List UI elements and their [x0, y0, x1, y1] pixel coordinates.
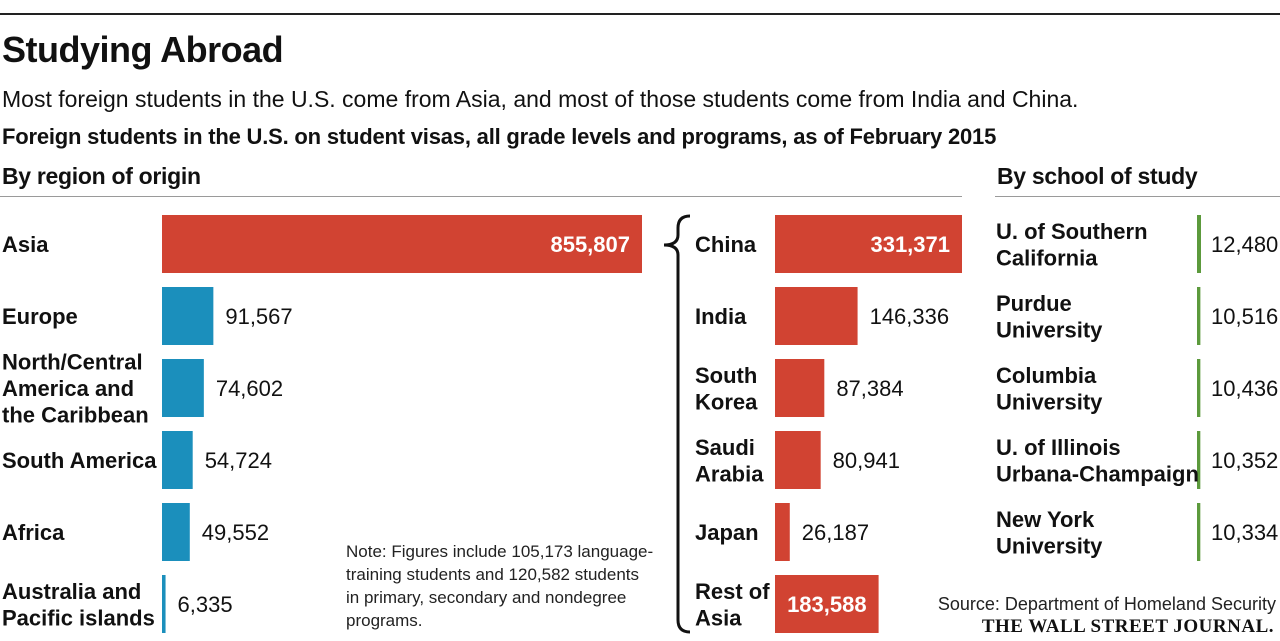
- region-bar: [162, 503, 190, 561]
- chart-title: Studying Abroad: [2, 29, 284, 70]
- region-bar: [162, 287, 214, 345]
- region-bar: [162, 359, 204, 417]
- school-value-label: 10,352: [1211, 448, 1278, 473]
- region-label: Europe: [2, 304, 78, 329]
- asia-country-bar: [775, 287, 858, 345]
- region-label: Africa: [2, 520, 65, 545]
- school-value-label: 10,334: [1211, 520, 1278, 545]
- school-label: U. of Illinois Urbana-Champaign: [996, 435, 1199, 487]
- source-note: Source: Department of Homeland Security: [937, 594, 1276, 614]
- asia-country-bar: [775, 359, 825, 417]
- region-label: South America: [2, 448, 157, 473]
- region-section-heading: By region of origin: [2, 163, 201, 189]
- asia-country-bar: [775, 431, 821, 489]
- school-heading-rule: [995, 196, 1280, 197]
- asia-country-label: India: [695, 304, 747, 329]
- asia-country-bar: [775, 575, 879, 633]
- school-bar: [1197, 503, 1201, 561]
- region-value-label: 855,807: [550, 232, 630, 257]
- region-bar: [162, 575, 166, 633]
- asia-country-value-label: 146,336: [870, 304, 950, 329]
- asia-country-label: China: [695, 232, 757, 257]
- asia-country-bar: [775, 215, 962, 273]
- region-label: Australia and Pacific islands: [2, 579, 155, 631]
- region-value-label: 74,602: [216, 376, 283, 401]
- school-label: Purdue University: [996, 291, 1103, 343]
- region-label: Asia: [2, 232, 49, 257]
- school-value-label: 10,516: [1211, 304, 1278, 329]
- chart-subtitle: Most foreign students in the U.S. come f…: [2, 86, 1079, 112]
- region-bar: [162, 431, 193, 489]
- school-bar: [1197, 359, 1201, 417]
- asia-country-label: Rest of Asia: [695, 579, 770, 631]
- school-label: New York University: [996, 507, 1103, 559]
- region-label: North/Central America and the Caribbean: [2, 350, 149, 428]
- asia-country-label: Japan: [695, 520, 759, 545]
- school-value-label: 12,480: [1211, 232, 1278, 257]
- asia-country-value-label: 80,941: [833, 448, 900, 473]
- region-value-label: 49,552: [202, 520, 269, 545]
- asia-country-value-label: 87,384: [836, 376, 903, 401]
- asia-country-label: Saudi Arabia: [695, 435, 764, 487]
- asia-country-label: South Korea: [695, 363, 758, 415]
- asia-country-value-label: 331,371: [870, 232, 950, 257]
- top-rule: [0, 13, 1280, 15]
- chart-note: Note: Figures include 105,173 language-t…: [346, 542, 654, 630]
- school-value-label: 10,436: [1211, 376, 1278, 401]
- publisher-logo: THE WALL STREET JOURNAL.: [981, 616, 1274, 637]
- school-bar: [1197, 287, 1201, 345]
- region-heading-rule: [0, 196, 962, 197]
- chart-description: Foreign students in the U.S. on student …: [2, 124, 997, 149]
- school-bar: [1197, 215, 1201, 273]
- asia-brace: [663, 214, 691, 634]
- asia-country-value-label: 26,187: [802, 520, 869, 545]
- school-label: Columbia University: [996, 363, 1103, 415]
- school-label: U. of Southern California: [996, 219, 1148, 271]
- region-value-label: 6,335: [178, 592, 233, 617]
- school-section-heading: By school of study: [997, 163, 1198, 189]
- asia-country-value-label: 183,588: [787, 592, 867, 617]
- school-bar: [1197, 431, 1201, 489]
- asia-country-bar: [775, 503, 790, 561]
- region-bar: [162, 215, 642, 273]
- region-value-label: 91,567: [225, 304, 292, 329]
- region-value-label: 54,724: [205, 448, 272, 473]
